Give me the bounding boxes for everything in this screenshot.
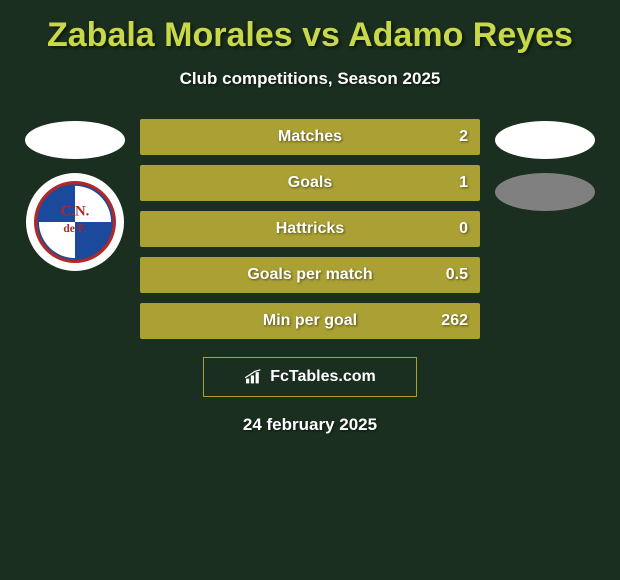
stat-right-value: 1 <box>459 174 468 192</box>
page-title: Zabala Morales vs Adamo Reyes <box>47 16 573 55</box>
stat-bar-hattricks: Hattricks 0 <box>140 211 480 247</box>
stat-label: Hattricks <box>276 220 344 238</box>
main-row: C.N. de F. Matches 2 Goals 1 Hattricks 0 <box>0 119 620 339</box>
stat-bar-min-per-goal: Min per goal 262 <box>140 303 480 339</box>
stat-right-value: 262 <box>441 312 468 330</box>
left-club-badge: C.N. de F. <box>26 173 124 271</box>
left-player-avatar <box>25 121 125 159</box>
date-label: 24 february 2025 <box>243 415 377 435</box>
stats-column: Matches 2 Goals 1 Hattricks 0 Goals per … <box>140 119 480 339</box>
page-subtitle: Club competitions, Season 2025 <box>180 69 441 89</box>
stat-label: Min per goal <box>263 312 357 330</box>
stat-label: Goals <box>288 174 332 192</box>
stat-bar-goals: Goals 1 <box>140 165 480 201</box>
left-player-col: C.N. de F. <box>20 119 130 271</box>
right-club-badge <box>495 173 595 211</box>
right-player-avatar <box>495 121 595 159</box>
branding-text: FcTables.com <box>270 368 376 386</box>
svg-text:de F.: de F. <box>63 223 86 235</box>
stat-label: Matches <box>278 128 342 146</box>
infographic-container: Zabala Morales vs Adamo Reyes Club compe… <box>0 0 620 445</box>
right-player-col <box>490 119 600 211</box>
stat-right-value: 0 <box>459 220 468 238</box>
stat-right-value: 2 <box>459 128 468 146</box>
club-badge-icon: C.N. de F. <box>34 181 116 263</box>
branding-box: FcTables.com <box>203 357 417 397</box>
stat-bar-goals-per-match: Goals per match 0.5 <box>140 257 480 293</box>
bar-chart-icon <box>244 369 264 385</box>
stat-right-value: 0.5 <box>446 266 468 284</box>
svg-text:C.N.: C.N. <box>61 203 90 219</box>
stat-label: Goals per match <box>247 266 372 284</box>
stat-bar-matches: Matches 2 <box>140 119 480 155</box>
